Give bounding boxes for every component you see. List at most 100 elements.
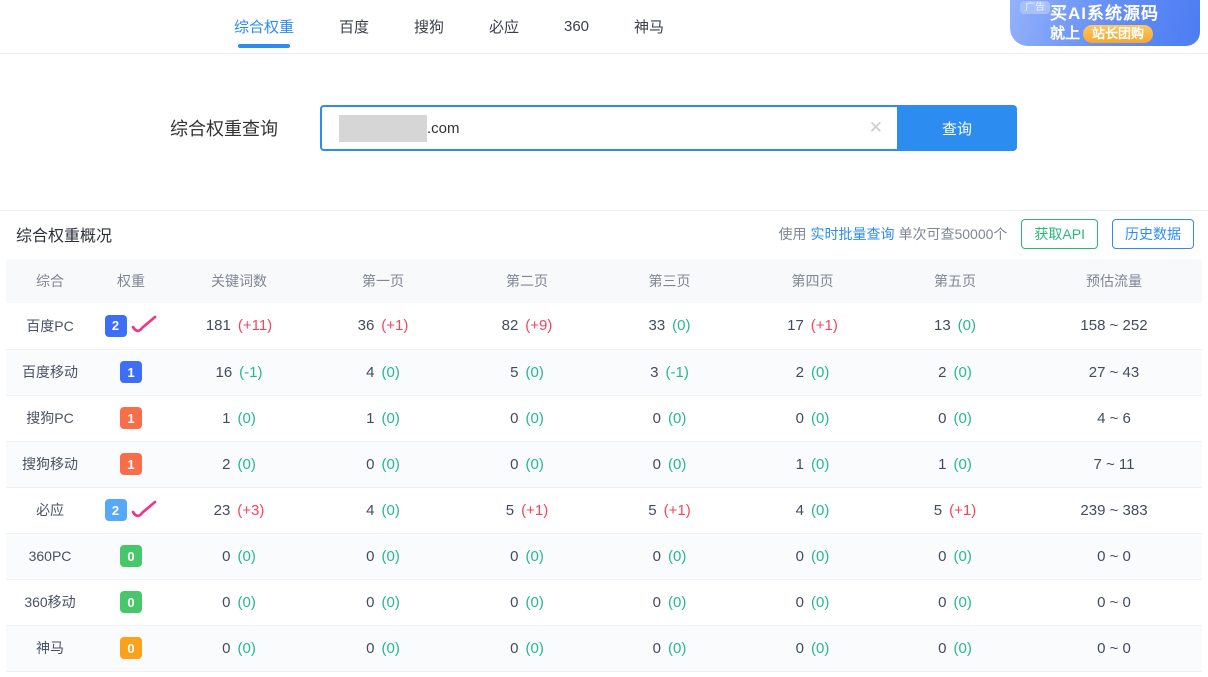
delta: (0) (381, 363, 400, 381)
value-cell: 0 (0) (741, 579, 884, 626)
value: 0 (510, 409, 519, 427)
engine-name: 360移动 (6, 579, 94, 626)
value-cell: 2 (0) (884, 349, 1026, 396)
estimated-traffic: 27 ~ 43 (1026, 349, 1202, 396)
estimated-traffic: 0 ~ 0 (1026, 579, 1202, 626)
tab-label: 综合权重 (233, 19, 294, 36)
tab-360[interactable]: 360 (564, 0, 589, 53)
value-cell: 0 (0) (456, 625, 598, 672)
value-cell: 0 (0) (168, 625, 310, 672)
delta: (0) (381, 455, 400, 473)
delta: (0) (525, 639, 544, 657)
value-cell: 4 (0) (310, 349, 456, 396)
value: 0 (652, 639, 661, 657)
value-cell: 0 (0) (168, 579, 310, 626)
value: 0 (510, 639, 519, 657)
delta: (+11) (237, 317, 273, 335)
value-cell: 0 (0) (884, 533, 1026, 580)
history-data-button[interactable]: 历史数据 (1112, 218, 1194, 249)
value: 82 (501, 317, 519, 335)
delta: (0) (957, 317, 977, 335)
delta: (0) (953, 593, 972, 611)
trend-up-icon (131, 500, 156, 517)
column-header: 第四页 (741, 259, 884, 303)
value-cell: 17 (+1) (741, 303, 884, 350)
value: 0 (510, 455, 519, 473)
value: 5 (648, 501, 657, 519)
value-cell: 2 (0) (168, 441, 310, 488)
delta: (0) (525, 593, 544, 611)
trend-up-icon (131, 315, 156, 333)
delta: (+1) (810, 317, 838, 335)
delta: (0) (811, 501, 830, 519)
tab-搜狗[interactable]: 搜狗 (414, 0, 444, 53)
delta: (+1) (663, 501, 691, 519)
weight-badge: 1 (120, 453, 142, 475)
overview-bar: 综合权重概况 使用 实时批量查询 单次可查50000个 获取API 历史数据 (0, 210, 1208, 256)
delta: (0) (237, 639, 256, 657)
column-header: 第一页 (310, 259, 456, 303)
delta: (0) (525, 455, 544, 473)
value-cell: 0 (0) (598, 533, 741, 580)
tab-综合权重[interactable]: 综合权重 (234, 0, 294, 53)
get-api-button[interactable]: 获取API (1021, 218, 1098, 249)
weight-cell: 1 (94, 349, 168, 396)
value: 5 (505, 501, 515, 519)
column-header: 第三页 (598, 259, 741, 303)
column-header: 预估流量 (1026, 259, 1202, 303)
value: 17 (787, 317, 804, 335)
delta: (0) (381, 639, 400, 657)
header-row: 综合 权重 关键词数 第一页 第二页 第三页 第四页 第五页 预估流量 (6, 259, 1202, 303)
value-cell: 4 (0) (741, 487, 884, 534)
table-row: 360移动 0 0 (0) 0 (0) 0 (0) 0 (0) 0 (0) 0 (0) 0 ~ 0 (6, 579, 1202, 626)
delta: (0) (381, 409, 400, 427)
delta: (-1) (665, 363, 689, 381)
nav-tabs: 综合权重 百度 搜狗 必应 360 神马 (234, 0, 664, 53)
delta: (0) (237, 547, 256, 565)
table-row: 搜狗移动 1 2 (0) 0 (0) 0 (0) 0 (0) 1 (0) 1 (0) 7 ~ 11 (6, 441, 1202, 488)
weight-badge: 0 (120, 591, 142, 613)
delta: (0) (381, 593, 400, 611)
delta: (0) (811, 363, 830, 381)
realtime-batch-link[interactable]: 实时批量查询 (810, 225, 895, 242)
delta: (0) (668, 547, 687, 565)
column-header: 关键词数 (168, 259, 310, 303)
value-cell: 13 (0) (884, 303, 1026, 350)
value-cell: 0 (0) (310, 441, 456, 488)
value-cell: 23 (+3) (168, 487, 310, 534)
value-cell: 16 (-1) (168, 349, 310, 396)
column-header: 权重 (94, 259, 168, 303)
value: 181 (205, 317, 231, 335)
value: 0 (366, 593, 375, 611)
value: 0 (795, 639, 804, 657)
value-cell: 0 (0) (310, 625, 456, 672)
tab-神马[interactable]: 神马 (634, 0, 664, 53)
delta: (+1) (949, 501, 977, 519)
delta: (0) (811, 639, 830, 657)
value-cell: 1 (0) (168, 395, 310, 442)
value-cell: 0 (0) (598, 395, 741, 442)
tab-必应[interactable]: 必应 (489, 0, 519, 53)
search-input[interactable]: .com ✕ (320, 105, 897, 151)
usage-prefix: 使用 (778, 225, 807, 242)
banner-line2-prefix: 就上 (1050, 25, 1081, 42)
promo-banner[interactable]: 广告 买AI系统源码 就上 站长团购 (1010, 0, 1200, 46)
value-cell: 0 (0) (310, 579, 456, 626)
tab-label: 360 (564, 18, 590, 35)
table-row: 百度PC 2 181 (+11) 36 (+1) 82 (+9) 33 (0) 17 (+1) 13 (0… (6, 303, 1202, 350)
tab-百度[interactable]: 百度 (339, 0, 369, 53)
value-cell: 0 (0) (598, 625, 741, 672)
delta: (0) (811, 409, 830, 427)
tab-label: 搜狗 (413, 19, 444, 36)
weight-cell: 0 (94, 625, 168, 672)
delta: (0) (668, 639, 687, 657)
table-row: 神马 0 0 (0) 0 (0) 0 (0) 0 (0) 0 (0) 0 (0) 0 ~ 0 (6, 625, 1202, 672)
weight-badge: 1 (120, 361, 142, 383)
weight-badge: 2 (104, 314, 127, 337)
value-cell: 0 (0) (456, 533, 598, 580)
delta: (+1) (381, 317, 409, 335)
delta: (+1) (521, 501, 549, 519)
delta: (0) (811, 593, 830, 611)
clear-icon[interactable]: ✕ (868, 118, 883, 137)
query-button[interactable]: 查询 (897, 105, 1017, 151)
